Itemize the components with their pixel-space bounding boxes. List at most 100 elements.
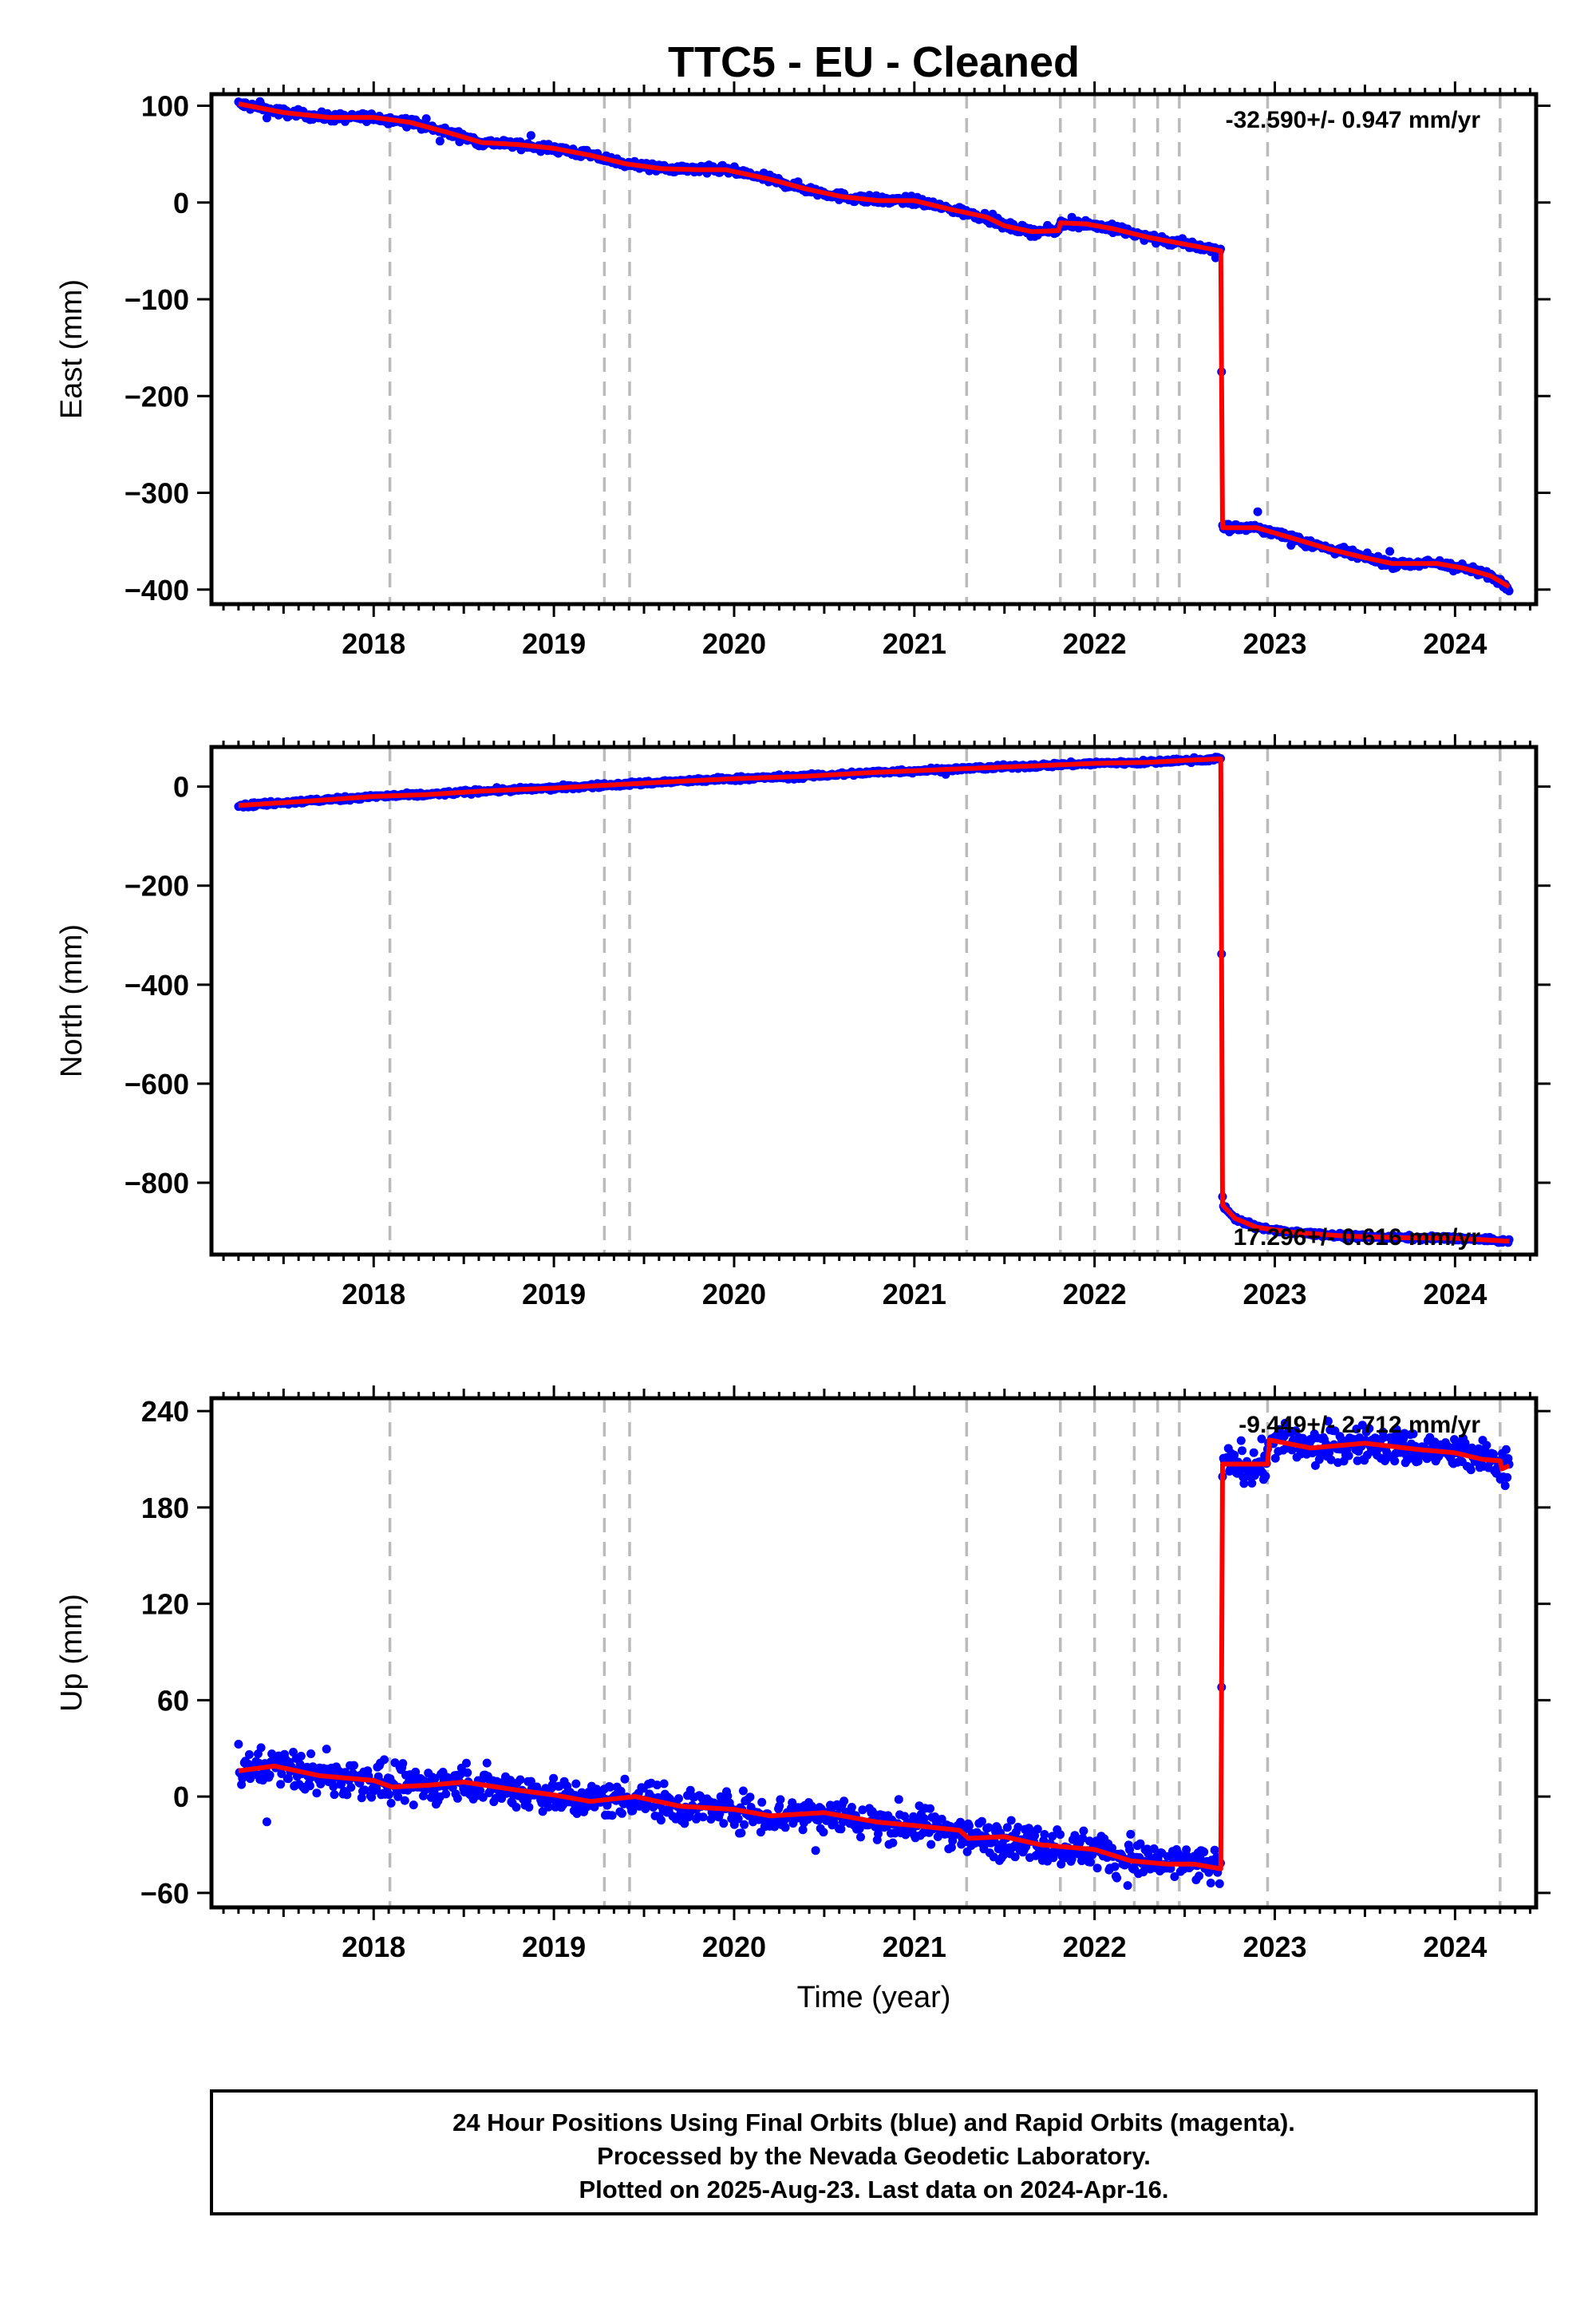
y-axis-label: East (mm)	[55, 279, 89, 419]
observation-point	[616, 1786, 626, 1796]
observation-points	[234, 1417, 1514, 1891]
observation-point	[1344, 1451, 1353, 1460]
observation-point	[306, 1749, 316, 1758]
observation-point	[1048, 1832, 1057, 1841]
observation-point	[1030, 1831, 1040, 1840]
observation-point	[811, 1846, 820, 1856]
observation-point	[277, 1769, 286, 1778]
observation-point	[606, 1782, 615, 1792]
observation-point	[1170, 1872, 1179, 1881]
observation-point	[543, 1802, 553, 1812]
observation-point	[946, 1843, 956, 1852]
x-axis-label: Time (year)	[797, 1981, 951, 2014]
observation-point	[965, 1821, 974, 1831]
observation-point	[1206, 1879, 1215, 1887]
rate-label: -9.449+/- 2.712 mm/yr	[1238, 1412, 1480, 1438]
observation-point	[1040, 1830, 1049, 1839]
observation-point	[1253, 507, 1262, 516]
observation-point	[894, 1795, 903, 1804]
x-tick-label: 2021	[883, 1931, 946, 1963]
observation-point	[1182, 1845, 1191, 1855]
observation-point	[737, 1828, 746, 1838]
observation-point	[1199, 1848, 1209, 1857]
observation-point	[1149, 1844, 1159, 1853]
observation-point	[435, 136, 444, 146]
observation-point	[1010, 1852, 1020, 1862]
observation-point	[723, 1791, 733, 1800]
observation-point	[380, 1755, 389, 1765]
observation-point	[409, 1800, 418, 1810]
observation-point	[549, 1773, 559, 1783]
observation-point	[1144, 1848, 1153, 1858]
y-tick-label: −200	[124, 870, 189, 903]
observation-point	[819, 1828, 828, 1837]
observation-point	[775, 1801, 784, 1811]
observation-point	[506, 1776, 516, 1785]
observation-point	[265, 1770, 275, 1780]
observation-point	[1250, 1471, 1259, 1480]
observation-point	[330, 1790, 339, 1800]
observation-point	[1503, 1472, 1512, 1482]
observation-point	[874, 1829, 883, 1839]
y-tick-label: 0	[173, 771, 189, 804]
y-tick-label: 240	[141, 1395, 189, 1428]
x-tick-label: 2020	[702, 627, 766, 660]
y-tick-label: 0	[173, 1780, 189, 1813]
observation-point	[1112, 1873, 1122, 1883]
x-tick-label: 2024	[1423, 627, 1487, 660]
observation-point	[1385, 547, 1395, 556]
observation-point	[1126, 1829, 1136, 1839]
observation-point	[738, 1786, 748, 1796]
x-tick-label: 2018	[342, 1278, 405, 1310]
observation-point	[788, 1798, 797, 1808]
observation-point	[234, 1740, 243, 1749]
panel-frame	[209, 1396, 1539, 1910]
observation-point	[512, 1803, 521, 1812]
y-tick-label: −300	[124, 477, 189, 510]
panel-up: 240 180 120 60 0 −60 2018 2019 2020 2021 2022 2023 2…	[55, 1385, 1551, 1963]
y-tick-label: −400	[124, 969, 189, 1002]
x-tick-label: 2018	[342, 627, 405, 660]
observation-point	[1247, 1479, 1257, 1488]
y-tick-label: −200	[124, 380, 189, 413]
observation-point	[571, 1779, 581, 1788]
observation-point	[926, 1804, 934, 1813]
x-tick-label: 2020	[702, 1278, 766, 1310]
y-tick-label: 180	[141, 1492, 189, 1524]
observation-point	[526, 131, 535, 140]
observation-point	[856, 1832, 865, 1842]
observation-point	[733, 1814, 743, 1824]
observation-point	[937, 1814, 946, 1824]
observation-point	[1079, 1826, 1088, 1836]
observation-point	[342, 1790, 352, 1800]
observation-point	[1110, 1862, 1120, 1871]
observation-point	[524, 1803, 534, 1812]
observation-point	[607, 1811, 617, 1820]
panel-frame	[209, 745, 1539, 1257]
observation-point	[421, 114, 431, 124]
observation-point	[482, 1758, 492, 1768]
observation-point	[888, 1838, 898, 1848]
observation-point	[659, 1779, 669, 1788]
observation-point	[386, 1798, 396, 1808]
observation-point	[1067, 1855, 1077, 1863]
x-tick-label: 2020	[702, 1931, 766, 1963]
observation-point	[1002, 1823, 1012, 1832]
observation-point	[478, 1792, 488, 1802]
observation-points	[234, 97, 1514, 595]
observation-point	[685, 1785, 695, 1795]
observation-point	[385, 1790, 394, 1800]
x-tick-label: 2022	[1063, 1931, 1127, 1963]
observation-point	[653, 1780, 662, 1790]
observation-points	[234, 753, 1514, 1247]
observation-point	[649, 1803, 658, 1812]
x-tick-label: 2022	[1063, 1278, 1127, 1310]
x-tick-label: 2023	[1242, 1278, 1306, 1310]
observation-point	[836, 1824, 846, 1834]
y-tick-label: −600	[124, 1068, 189, 1101]
observation-point	[1249, 1448, 1258, 1457]
observation-point	[1504, 587, 1514, 595]
panel-east: 100 0 −100 −200 −300 −400 2018 2019 2020 2021 2022…	[55, 81, 1551, 660]
observation-point	[926, 1840, 936, 1849]
